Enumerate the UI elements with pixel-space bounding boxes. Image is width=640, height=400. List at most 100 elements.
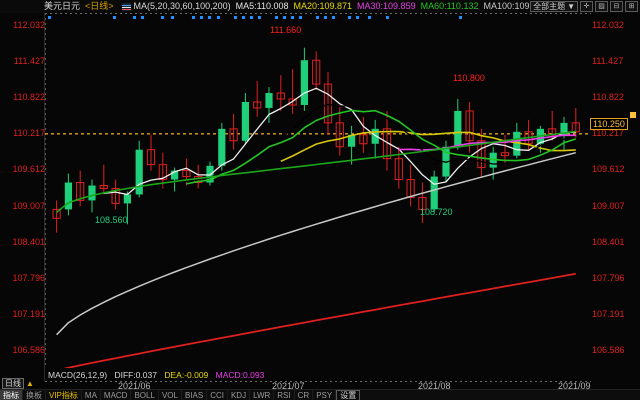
event-dot[interactable]	[48, 16, 51, 19]
event-dot[interactable]	[161, 16, 164, 19]
plot-top-border	[45, 13, 591, 14]
chevron-down-icon: ▼	[567, 2, 575, 11]
event-dot[interactable]	[208, 16, 211, 19]
zoom-out-button[interactable]: ⊟	[610, 1, 623, 12]
right-axis-label: 106.586	[592, 344, 625, 355]
crosshair-button[interactable]: ✛	[580, 1, 593, 12]
high-annotation-111660: 111.660	[270, 25, 302, 35]
event-dot[interactable]	[133, 16, 136, 19]
left-axis-label: 112.032	[13, 20, 45, 30]
left-axis-label: 107.796	[12, 272, 45, 283]
event-dot[interactable]	[332, 16, 335, 19]
theme-select[interactable]: 全部主题 ▼	[530, 1, 578, 12]
date-axis-tick: 2021/09	[558, 381, 591, 391]
period-badge[interactable]: 日线	[2, 378, 24, 389]
toolbar-item-6[interactable]: VOL	[159, 389, 182, 400]
right-axis-label: 109.612	[592, 164, 625, 175]
event-dot[interactable]	[258, 16, 261, 19]
symbol-period: <日线>	[85, 1, 114, 11]
event-dot[interactable]	[242, 16, 245, 19]
toolbar-item-13[interactable]: PSY	[313, 389, 337, 400]
right-axis-label: 107.191	[592, 308, 625, 319]
event-dot[interactable]	[283, 16, 286, 19]
low-annotation-108560: 108.560	[95, 215, 128, 225]
left-axis-label: 109.612	[12, 164, 45, 175]
date-axis-tick: 2021/06	[118, 381, 151, 391]
ma60-value: MA60:110.132	[420, 1, 479, 11]
toolbar-item-9[interactable]: KDJ	[228, 389, 251, 400]
left-axis-label: 109.007	[12, 200, 45, 211]
macd-title: MACD(26,12,9)	[48, 370, 108, 380]
chart-header: 美元日元 <日线> MA(5,20,30,60,100,200) MA5:110…	[0, 0, 640, 13]
event-dot[interactable]	[459, 16, 462, 19]
toolbar-item-7[interactable]: BIAS	[182, 389, 208, 400]
candlestick-svg	[45, 47, 591, 368]
event-dot[interactable]	[316, 16, 319, 19]
theme-select-label: 全部主题	[533, 2, 566, 11]
event-dot[interactable]	[324, 16, 327, 19]
toolbar-item-10[interactable]: LWR	[250, 389, 275, 400]
right-axis-label: 111.427	[592, 56, 624, 67]
event-dot[interactable]	[192, 16, 195, 19]
left-axis-label: 110.822	[13, 92, 45, 103]
crosshair-icon: ✛	[583, 3, 590, 10]
right-axis-label: 110.217	[592, 128, 624, 139]
plot-bottom-border	[45, 381, 591, 382]
ma5-value: MA5:110.008	[235, 1, 289, 11]
high-annotation-110800: 110.800	[453, 73, 485, 83]
event-dot[interactable]	[113, 16, 116, 19]
event-dot[interactable]	[200, 16, 203, 19]
macd-diff: DIFF:0.037	[114, 370, 157, 380]
event-dot[interactable]	[386, 16, 389, 19]
event-dot[interactable]	[250, 16, 253, 19]
price-plot-area[interactable]	[45, 13, 591, 368]
toolbar-item-4[interactable]: MACD	[101, 389, 132, 400]
chart-type-button[interactable]: ▨	[595, 1, 608, 12]
right-axis-label: 107.796	[592, 272, 625, 283]
chart-type-icon: ▨	[598, 3, 605, 10]
toolbar-item-2[interactable]: VIP指标	[46, 389, 82, 400]
left-axis-label: 107.191	[12, 308, 45, 319]
left-axis-label: 106.586	[12, 344, 45, 355]
zoom-in-icon: ⊞	[628, 3, 635, 10]
event-dot[interactable]	[348, 16, 351, 19]
macd-indicator-legend: MACD(26,12,9) DIFF:0.037 DEA:-0.009 MACD…	[48, 371, 269, 380]
toolbar-item-5[interactable]: BOLL	[131, 389, 159, 400]
ma100-value: MA100:109.76	[483, 1, 543, 11]
plot-left-divider	[44, 13, 45, 381]
event-dot[interactable]	[217, 16, 220, 19]
plot-left-border	[45, 13, 46, 368]
header-controls: 全部主题 ▼ ✛ ▨ ⊟ ⊞	[530, 1, 638, 12]
event-dot[interactable]	[171, 16, 174, 19]
toolbar-item-0[interactable]: 指标	[0, 389, 23, 400]
left-axis-label: 111.427	[13, 56, 45, 67]
toolbar-item-12[interactable]: CR	[295, 389, 314, 400]
event-dot[interactable]	[234, 16, 237, 19]
right-axis-label: 112.032	[592, 20, 624, 30]
low-annotation-108720: 108.720	[420, 207, 453, 217]
event-dot[interactable]	[356, 16, 359, 19]
indicator-toolbar[interactable]: 指标 换板 VIP指标 MA MACD BOLL VOL BIAS CCI KDJ LWR RSI CR…	[0, 389, 640, 400]
macd-macd: MACD:0.093	[215, 370, 265, 380]
event-dot[interactable]	[299, 16, 302, 19]
event-dot[interactable]	[368, 16, 371, 19]
ma30-value: MA30:109.859	[357, 1, 416, 11]
toolbar-item-8[interactable]: CCI	[207, 389, 228, 400]
toolbar-item-14[interactable]: 设置	[336, 389, 361, 400]
zoom-in-button[interactable]: ⊞	[625, 1, 638, 12]
macd-dea: DEA:-0.009	[164, 370, 209, 380]
right-axis-label: 109.007	[592, 200, 625, 211]
event-dot[interactable]	[275, 16, 278, 19]
zoom-out-icon: ⊟	[613, 3, 620, 10]
left-axis-label: 110.217	[13, 128, 45, 139]
event-dot[interactable]	[291, 16, 294, 19]
date-axis-tick: 2021/07	[272, 381, 305, 391]
toolbar-item-11[interactable]: RSI	[274, 389, 295, 400]
ma20-value: MA20:109.871	[293, 1, 353, 11]
ma-definition: MA(5,20,30,60,100,200)	[133, 1, 231, 11]
current-price-tag[interactable]: 110.250	[590, 118, 628, 130]
ma-lines-icon	[121, 2, 131, 11]
toolbar-item-1[interactable]: 换板	[23, 389, 46, 400]
toolbar-item-3[interactable]: MA	[82, 389, 101, 400]
event-dot[interactable]	[141, 16, 144, 19]
